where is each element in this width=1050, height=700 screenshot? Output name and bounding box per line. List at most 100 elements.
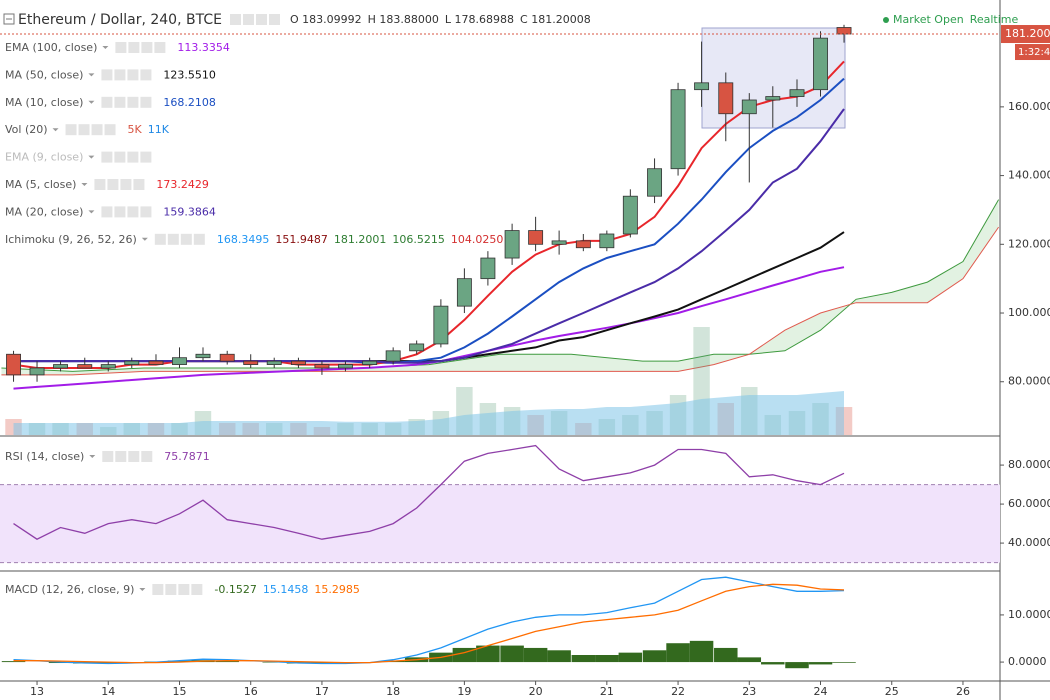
legend-label: MACD (12, 26, close, 9) — [5, 583, 134, 596]
legend-value: 11K — [148, 123, 170, 136]
legend-icon[interactable] — [107, 179, 119, 190]
legend-icon[interactable] — [101, 96, 113, 108]
legend-icon[interactable] — [115, 451, 127, 462]
legend-icon[interactable] — [243, 14, 254, 25]
candle-body — [219, 353, 235, 362]
x-tick-label: 17 — [315, 685, 329, 698]
legend-value: 5K — [128, 123, 143, 136]
legend-icon[interactable] — [167, 233, 179, 245]
candle-body — [290, 360, 306, 365]
legend-icon[interactable] — [127, 206, 139, 218]
legend-icon[interactable] — [141, 42, 153, 53]
candle-body — [480, 257, 496, 280]
candle-body — [6, 353, 21, 376]
legend-icon[interactable] — [152, 584, 164, 595]
collapse-icon[interactable] — [3, 13, 15, 25]
macd-histogram-bar — [476, 645, 500, 663]
legend-label: MA (20, close) — [5, 205, 83, 218]
x-tick-label: 19 — [457, 685, 471, 698]
macd-histogram-bar — [689, 640, 714, 663]
candle-body — [741, 99, 757, 115]
macd-histogram-bar — [737, 657, 762, 663]
ohlc-value: L 178.68988 — [445, 13, 514, 26]
legend-icon[interactable] — [127, 69, 139, 81]
legend-label: Vol (20) — [5, 123, 48, 136]
candle-body — [528, 230, 544, 245]
macd-histogram-bar — [595, 655, 619, 663]
candle-body — [622, 195, 638, 235]
legend-label: MA (5, close) — [5, 178, 76, 191]
macd-histogram-bar — [571, 655, 596, 663]
legend-icon[interactable] — [193, 233, 205, 245]
candle-body — [148, 360, 164, 365]
candle-body — [599, 233, 615, 249]
legend-icon[interactable] — [127, 96, 139, 108]
legend-icon[interactable] — [141, 451, 153, 462]
legend-icon[interactable] — [102, 451, 114, 462]
macd-histogram-bar — [714, 647, 738, 663]
legend-icon[interactable] — [101, 69, 113, 81]
legend-icon[interactable] — [133, 179, 145, 190]
legend-icon[interactable] — [91, 124, 103, 136]
candle-body — [575, 240, 591, 249]
legend-icon[interactable] — [128, 451, 140, 462]
legend-icon[interactable] — [65, 124, 77, 136]
legend-value: 181.2001 — [334, 233, 387, 246]
macd-signal-line — [13, 583, 845, 664]
candle-body — [647, 168, 663, 197]
legend-caret — [139, 588, 146, 591]
legend-icon[interactable] — [191, 584, 203, 595]
cloud-layer — [1, 199, 1000, 376]
chart-title: Ethereum / Dollar, 240, BTCE — [18, 12, 222, 28]
candle-body — [433, 305, 449, 345]
candle-body — [385, 350, 401, 362]
legend-icon[interactable] — [165, 584, 177, 595]
legend-icon[interactable] — [128, 42, 140, 53]
legend-icon[interactable] — [114, 96, 126, 108]
legend-icon[interactable] — [114, 69, 126, 81]
x-tick-label: 20 — [529, 685, 543, 698]
candle-body — [813, 37, 828, 91]
legend-icon[interactable] — [178, 584, 190, 595]
legend-caret — [102, 46, 109, 49]
legend-icon[interactable] — [114, 151, 126, 163]
legend-icon[interactable] — [78, 124, 90, 136]
legend-icon[interactable] — [269, 14, 280, 25]
legend-icon[interactable] — [101, 206, 113, 218]
ohlc-value: H 183.88000 — [368, 13, 439, 26]
ichimoku-span-a — [1, 199, 1000, 372]
candle-body — [551, 240, 567, 245]
macd-histogram-bar — [618, 652, 643, 663]
legend-icon[interactable] — [140, 206, 152, 218]
legend-icon[interactable] — [115, 42, 127, 53]
candle-body — [100, 364, 116, 369]
legend-caret — [88, 210, 95, 214]
legend-icon[interactable] — [120, 179, 132, 190]
legend-icon[interactable] — [101, 151, 113, 163]
legend-icon[interactable] — [140, 69, 152, 81]
macd-histogram-bar — [96, 662, 121, 664]
legend-icon[interactable] — [114, 206, 126, 218]
legend-icon[interactable] — [154, 42, 166, 53]
legend-icon[interactable] — [94, 179, 106, 190]
legend-icon[interactable] — [140, 151, 152, 163]
macd-histogram-bar — [310, 662, 334, 664]
legend-icon[interactable] — [256, 14, 267, 25]
macd-histogram-bar — [666, 643, 690, 663]
candle-body — [765, 96, 781, 101]
candle-body — [337, 364, 353, 369]
candle-body — [77, 364, 93, 369]
y-tick-label: 60.0000 — [1008, 497, 1050, 510]
legend-icon[interactable] — [230, 14, 241, 25]
status: Realtime — [970, 13, 1019, 26]
legend-icon[interactable] — [104, 124, 116, 136]
candle-body — [694, 82, 710, 91]
legend-icon[interactable] — [140, 96, 152, 108]
legend-icon[interactable] — [154, 233, 166, 245]
x-tick-label: 23 — [742, 685, 756, 698]
legend-icon[interactable] — [180, 233, 192, 245]
legend-icon[interactable] — [127, 151, 139, 163]
